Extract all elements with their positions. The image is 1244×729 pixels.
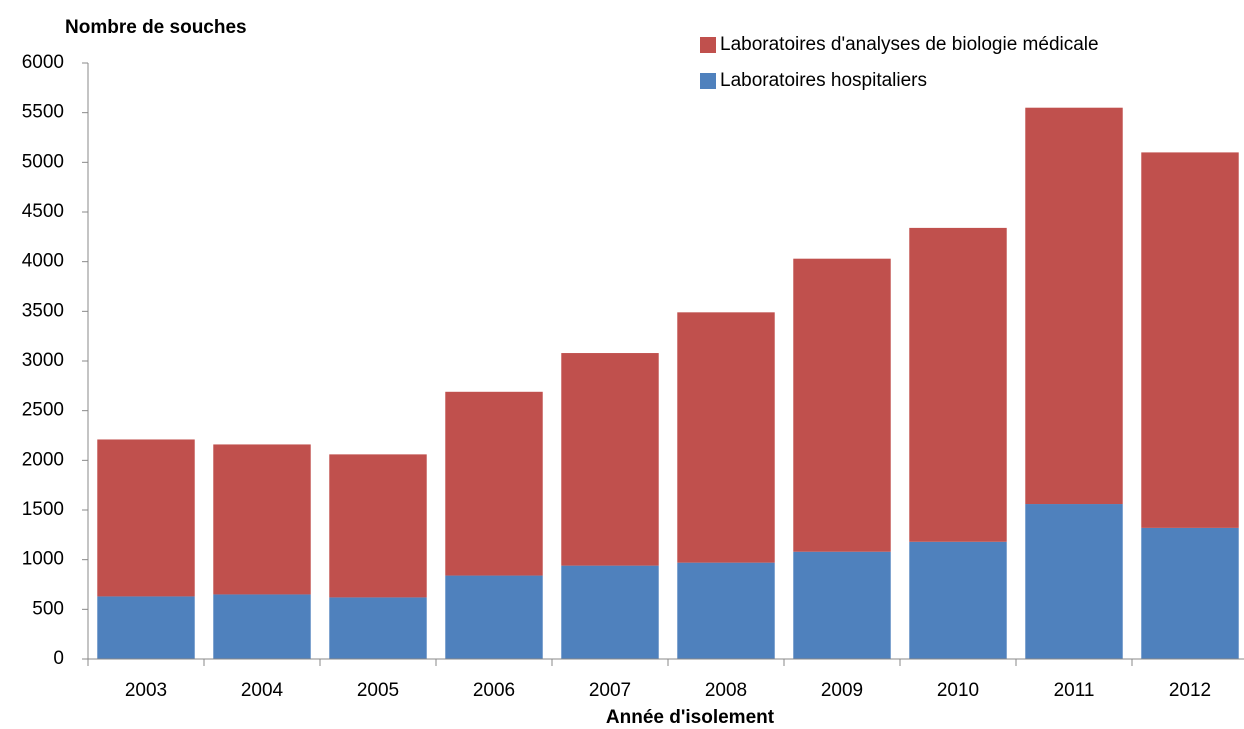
bar-segment bbox=[677, 562, 775, 659]
legend-label: Laboratoires hospitaliers bbox=[720, 70, 927, 91]
bar-segment bbox=[445, 575, 543, 659]
x-tick-label: 2011 bbox=[1054, 680, 1095, 701]
y-tick-label: 3500 bbox=[22, 300, 64, 321]
y-tick-label: 0 bbox=[53, 648, 64, 669]
y-tick-label: 3000 bbox=[22, 350, 64, 371]
bar-segment bbox=[909, 227, 1007, 542]
x-tick-label: 2007 bbox=[589, 680, 631, 701]
x-axis-title: Année d'isolement bbox=[606, 707, 775, 728]
y-tick-label: 4000 bbox=[22, 251, 64, 272]
y-tick-label: 1000 bbox=[22, 549, 64, 570]
x-tick-label: 2003 bbox=[125, 680, 167, 701]
legend-swatch bbox=[700, 37, 716, 53]
bar-segment bbox=[445, 391, 543, 576]
bar-segment bbox=[213, 594, 311, 659]
x-tick-label: 2006 bbox=[473, 680, 515, 701]
bar-segment bbox=[97, 439, 195, 597]
bar-segment bbox=[1141, 152, 1239, 528]
y-tick-label: 4500 bbox=[22, 201, 64, 222]
x-tick-label: 2012 bbox=[1169, 680, 1211, 701]
y-tick-label: 500 bbox=[32, 598, 64, 619]
bar-segment bbox=[329, 454, 427, 598]
bar-segment bbox=[793, 258, 891, 552]
bar-segment bbox=[1025, 107, 1123, 505]
bar-segment bbox=[1025, 504, 1123, 659]
bar-segment bbox=[329, 597, 427, 659]
bar-segment bbox=[1141, 527, 1239, 659]
y-tick-label: 2000 bbox=[22, 449, 64, 470]
legend-swatch bbox=[700, 73, 716, 89]
y-tick-label: 6000 bbox=[22, 52, 64, 73]
bar-segment bbox=[909, 541, 1007, 659]
bar-segment bbox=[793, 551, 891, 659]
y-tick-label: 1500 bbox=[22, 499, 64, 520]
y-tick-label: 2500 bbox=[22, 400, 64, 421]
bar-segment bbox=[677, 312, 775, 563]
bar-segment bbox=[561, 353, 659, 566]
x-tick-label: 2010 bbox=[937, 680, 979, 701]
bar-segment bbox=[561, 565, 659, 659]
y-axis-title: Nombre de souches bbox=[65, 17, 247, 38]
bar-segment bbox=[213, 444, 311, 595]
bar-segment bbox=[97, 596, 195, 659]
x-tick-label: 2005 bbox=[357, 680, 399, 701]
legend-label: Laboratoires d'analyses de biologie médi… bbox=[720, 34, 1099, 55]
x-tick-label: 2004 bbox=[241, 680, 284, 701]
y-tick-label: 5000 bbox=[22, 151, 64, 172]
y-tick-label: 5500 bbox=[22, 102, 64, 123]
x-tick-label: 2008 bbox=[705, 680, 747, 701]
x-tick-label: 2009 bbox=[821, 680, 863, 701]
